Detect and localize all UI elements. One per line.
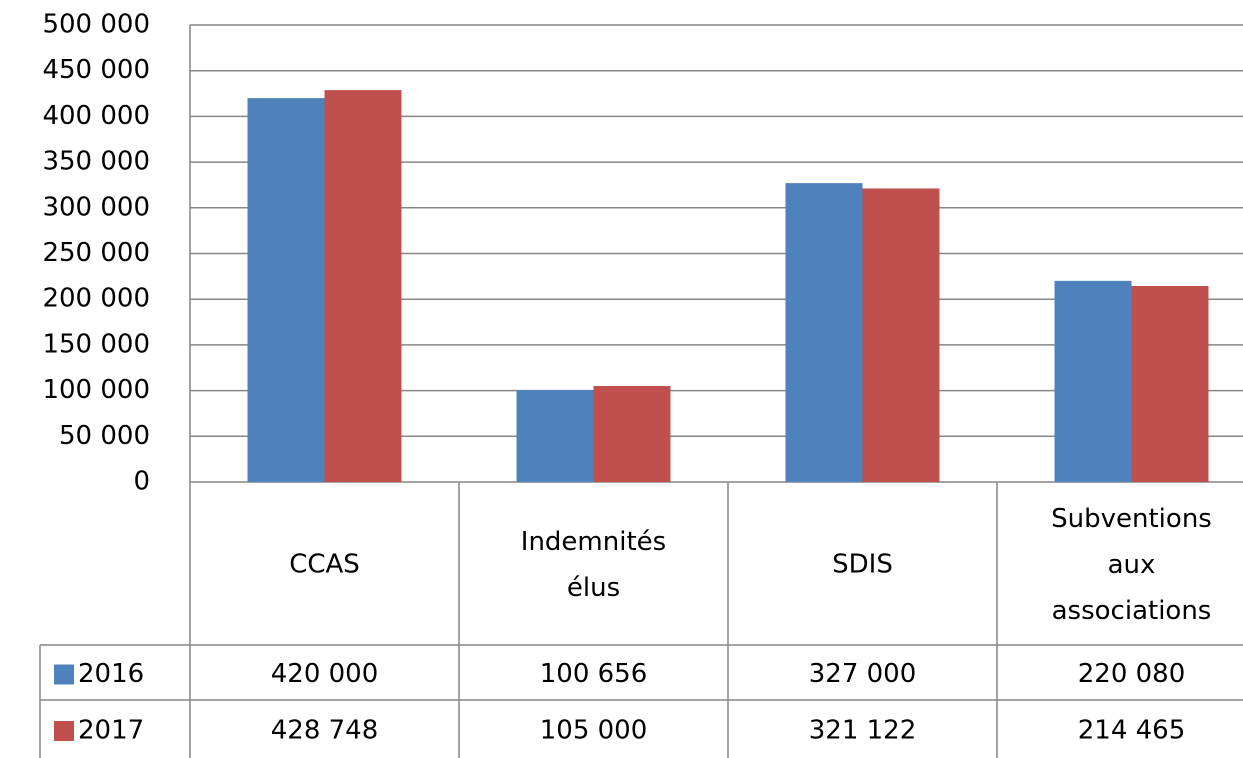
y-tick-label: 300 000 bbox=[42, 192, 150, 222]
y-tick-label: 200 000 bbox=[42, 284, 150, 314]
bar bbox=[593, 386, 671, 482]
table-value: 420 000 bbox=[271, 659, 379, 689]
bar bbox=[862, 188, 940, 482]
legend-swatch bbox=[54, 721, 74, 741]
x-tick-label: Indemnités élus bbox=[521, 527, 666, 603]
y-tick-label: 500 000 bbox=[42, 10, 150, 40]
legend-label: 2017 bbox=[78, 716, 144, 746]
table-value: 220 080 bbox=[1078, 659, 1186, 689]
table-value: 428 748 bbox=[271, 716, 379, 746]
bar bbox=[1054, 280, 1132, 482]
bar bbox=[1131, 285, 1209, 482]
table-value: 105 000 bbox=[540, 716, 648, 746]
x-tick-label: Subventions aux associations bbox=[1051, 504, 1212, 626]
y-tick-label: 0 bbox=[133, 467, 150, 497]
table-value: 214 465 bbox=[1078, 716, 1186, 746]
table-value: 321 122 bbox=[809, 716, 917, 746]
table-value: 327 000 bbox=[809, 659, 917, 689]
y-tick-label: 250 000 bbox=[42, 238, 150, 268]
y-tick-label: 350 000 bbox=[42, 147, 150, 177]
legend-swatch bbox=[54, 664, 74, 685]
table-value: 100 656 bbox=[540, 659, 648, 689]
bar bbox=[785, 183, 863, 482]
bar bbox=[516, 390, 594, 482]
y-tick-label: 450 000 bbox=[42, 55, 150, 85]
y-tick-label: 100 000 bbox=[42, 375, 150, 405]
y-tick-label: 150 000 bbox=[42, 329, 150, 359]
y-tick-label: 400 000 bbox=[42, 101, 150, 131]
x-tick-label: CCAS bbox=[289, 550, 360, 580]
legend-label: 2016 bbox=[78, 659, 144, 689]
y-tick-label: 50 000 bbox=[59, 421, 150, 451]
bar bbox=[247, 98, 325, 483]
x-tick-label: SDIS bbox=[832, 550, 893, 580]
bar bbox=[324, 90, 402, 482]
